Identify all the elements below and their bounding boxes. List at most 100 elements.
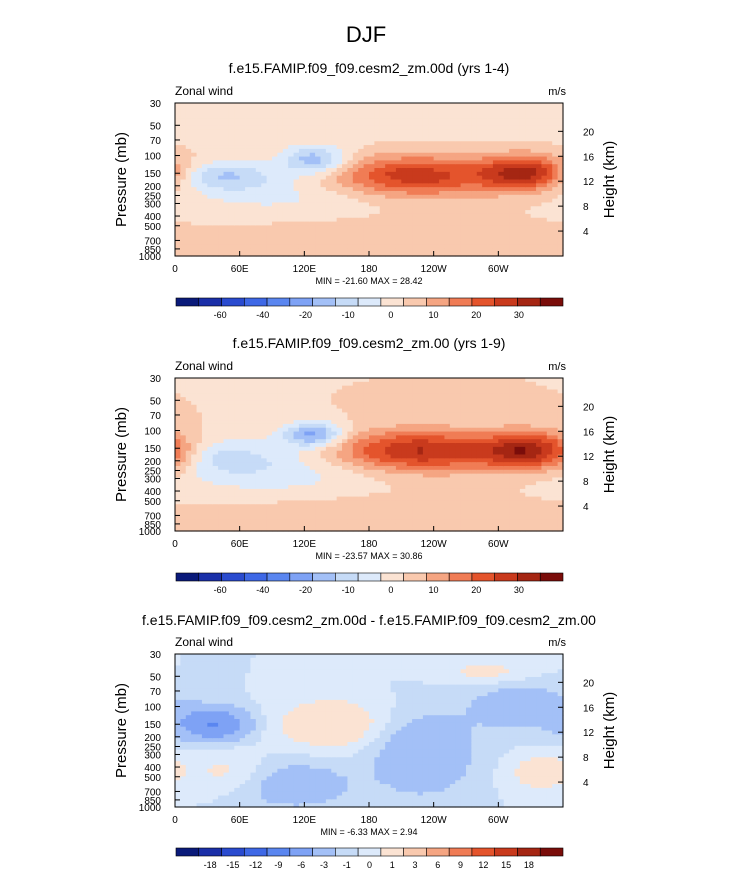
heatmap-cell — [401, 439, 408, 444]
heatmap-cell — [180, 492, 187, 498]
heatmap-cell — [422, 446, 429, 452]
heatmap-cell — [201, 400, 208, 406]
heatmap-cell — [433, 504, 440, 509]
heatmap-cell — [433, 454, 440, 459]
heatmap-cell — [541, 118, 548, 123]
heatmap-cell — [369, 229, 375, 234]
heatmap-cell — [239, 527, 246, 532]
heatmap-cell — [347, 179, 354, 184]
heatmap-cell — [460, 171, 467, 177]
heatmap-cell — [374, 236, 381, 242]
heatmap-cell — [277, 462, 284, 467]
heatmap-cell — [412, 393, 419, 398]
heatmap-cell — [374, 229, 381, 234]
heatmap-cell — [401, 164, 408, 169]
heatmap-cell — [417, 423, 424, 429]
heatmap-cell — [401, 179, 408, 184]
heatmap-cell — [175, 473, 181, 479]
heatmap-cell — [444, 160, 451, 165]
heatmap-cell — [406, 469, 413, 475]
heatmap-cell — [406, 148, 413, 154]
heatmap-cell — [514, 248, 521, 253]
heatmap-cell — [379, 133, 386, 139]
heatmap-cell — [503, 160, 510, 165]
heatmap-cell — [228, 458, 235, 463]
heatmap-cell — [185, 458, 192, 463]
heatmap-cell — [325, 500, 332, 505]
heatmap-cell — [395, 389, 402, 394]
heatmap-cell — [395, 103, 402, 108]
heatmap-cell — [191, 500, 198, 505]
heatmap-cell — [175, 492, 181, 498]
heatmap-cell — [228, 504, 235, 509]
heatmap-cell — [331, 244, 338, 249]
heatmap-cell — [175, 106, 181, 112]
heatmap-cell — [433, 446, 440, 452]
heatmap-cell — [320, 171, 327, 177]
heatmap-cell — [385, 118, 392, 123]
heatmap-cell — [514, 206, 521, 211]
heatmap-cell — [298, 393, 305, 398]
heatmap-cell — [552, 183, 559, 188]
heatmap-cell — [245, 152, 252, 158]
heatmap-cell — [298, 129, 305, 135]
heatmap-cell — [250, 427, 257, 433]
heatmap-cell — [201, 164, 208, 169]
heatmap-cell — [342, 106, 349, 112]
heatmap-cell — [282, 252, 289, 257]
heatmap-cell — [390, 469, 397, 475]
heatmap-cell — [336, 404, 343, 410]
heatmap-cell — [514, 187, 521, 192]
heatmap-cell — [304, 252, 311, 257]
heatmap-cell — [336, 381, 343, 387]
heatmap-cell — [390, 137, 397, 142]
heatmap-cell — [428, 385, 435, 391]
heatmap-cell — [541, 206, 548, 211]
heatmap-cell — [250, 114, 257, 119]
heatmap-cell — [439, 217, 446, 223]
heatmap-cell — [255, 511, 262, 517]
heatmap-cell — [390, 431, 397, 436]
heatmap-cell — [385, 221, 392, 226]
heatmap-cell — [374, 492, 381, 498]
heatmap-cell — [374, 400, 381, 406]
heatmap-cell — [293, 217, 300, 223]
heatmap-cell — [245, 420, 252, 425]
heatmap-cell — [374, 378, 381, 383]
heatmap-cell — [315, 244, 322, 249]
heatmap-cell — [175, 118, 181, 123]
heatmap-cell — [228, 519, 235, 524]
heatmap-cell — [191, 133, 198, 139]
heatmap-cell — [277, 488, 284, 494]
heatmap-cell — [201, 408, 208, 414]
heatmap-cell — [180, 458, 187, 463]
heatmap-cell — [439, 477, 446, 482]
heatmap-cell — [288, 435, 295, 440]
heatmap-cell — [320, 213, 327, 219]
heatmap-cell — [325, 446, 332, 452]
heatmap-cell — [541, 133, 548, 139]
heatmap-cell — [255, 423, 262, 429]
heatmap-cell — [385, 225, 392, 230]
heatmap-cell — [218, 465, 225, 471]
heatmap-cell — [272, 462, 278, 467]
heatmap-cell — [546, 244, 553, 249]
heatmap-cell — [175, 515, 181, 521]
heatmap-cell — [412, 168, 419, 173]
heatmap-cell — [412, 240, 419, 246]
heatmap-cell — [401, 397, 408, 402]
heatmap-cell — [282, 462, 289, 467]
heatmap-cell — [228, 106, 235, 112]
heatmap-cell — [498, 156, 505, 161]
heatmap-cell — [261, 412, 268, 417]
heatmap-cell — [309, 527, 316, 532]
heatmap-cell — [347, 118, 354, 123]
heatmap-cell — [325, 481, 332, 486]
heatmap-cell — [374, 240, 381, 246]
heatmap-cell — [444, 221, 451, 226]
heatmap-cell — [266, 477, 273, 482]
heatmap-cell — [207, 481, 214, 486]
heatmap-cell — [433, 423, 440, 429]
heatmap-cell — [541, 229, 548, 234]
heatmap-cell — [201, 137, 208, 142]
